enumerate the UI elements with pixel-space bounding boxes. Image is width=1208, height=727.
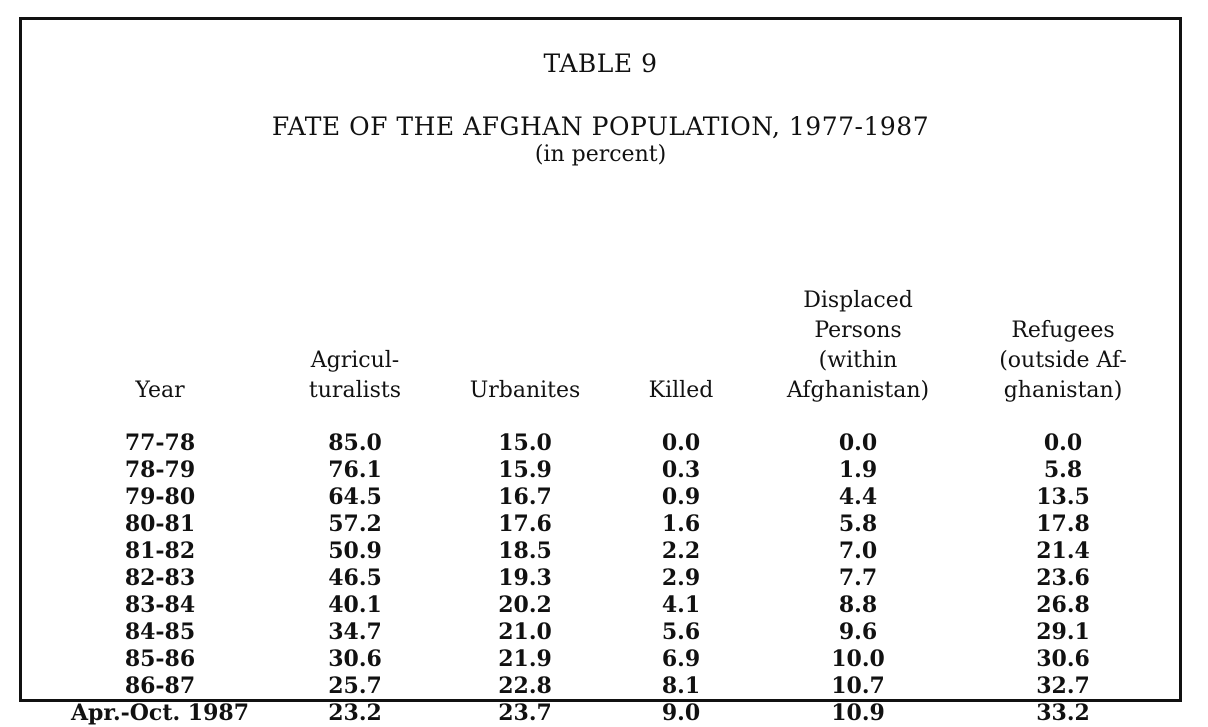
cell-refugees: 26.8	[1036, 592, 1090, 618]
header-displaced-persons: Displaced Persons (within Afghanistan)	[786, 288, 930, 403]
cell-year: 85-86	[124, 646, 196, 672]
header-year: Year	[135, 378, 185, 403]
cell-killed: 0.3	[661, 457, 701, 483]
cell-refugees: 32.7	[1036, 673, 1090, 699]
cell-urbanites: 16.7	[498, 484, 552, 510]
cell-year: Apr.-Oct. 1987	[70, 700, 250, 726]
table-row: 86-87 25.7 22.8 8.1 10.7 32.7	[50, 673, 1162, 700]
cell-refugees: 30.6	[1036, 646, 1090, 672]
table-title: FATE OF THE AFGHAN POPULATION, 1977-1987	[271, 112, 930, 141]
cell-killed: 5.6	[661, 619, 701, 645]
cell-agriculturalists: 85.0	[328, 430, 382, 456]
cell-urbanites: 15.9	[498, 457, 552, 483]
cell-year: 83-84	[124, 592, 196, 618]
table-row: 84-85 34.7 21.0 5.6 9.6 29.1	[50, 619, 1162, 646]
cell-urbanites: 21.0	[498, 619, 552, 645]
cell-refugees: 33.2	[1036, 700, 1090, 726]
table-unit: (in percent)	[534, 142, 667, 167]
table-frame: TABLE 9 FATE OF THE AFGHAN POPULATION, 1…	[19, 17, 1182, 726]
header-agriculturalists: Agricul- turalists	[308, 348, 402, 403]
cell-refugees: 0.0	[1043, 430, 1083, 456]
table-label: TABLE 9	[543, 49, 658, 78]
table-row: 82-83 46.5 19.3 2.9 7.7 23.6	[50, 565, 1162, 592]
cell-urbanites: 19.3	[498, 565, 552, 591]
cell-displaced: 5.8	[838, 511, 878, 537]
cell-refugees: 17.8	[1036, 511, 1090, 537]
cell-year: 84-85	[124, 619, 196, 645]
cell-urbanites: 22.8	[498, 673, 552, 699]
cell-refugees: 29.1	[1036, 619, 1090, 645]
cell-displaced: 9.6	[838, 619, 878, 645]
cell-urbanites: 18.5	[498, 538, 552, 564]
table-row: 80-81 57.2 17.6 1.6 5.8 17.8	[50, 511, 1162, 538]
cell-year: 79-80	[124, 484, 196, 510]
cell-displaced: 1.9	[838, 457, 878, 483]
data-table: Year Agricul- turalists Urbanites Killed…	[50, 190, 1162, 727]
cell-refugees: 21.4	[1036, 538, 1090, 564]
cell-year: 77-78	[124, 430, 196, 456]
cell-year: 82-83	[124, 565, 196, 591]
table-row: 78-79 76.1 15.9 0.3 1.9 5.8	[50, 457, 1162, 484]
cell-killed: 0.9	[661, 484, 701, 510]
cell-urbanites: 15.0	[498, 430, 552, 456]
cell-agriculturalists: 34.7	[328, 619, 382, 645]
cell-agriculturalists: 46.5	[328, 565, 382, 591]
cell-killed: 6.9	[661, 646, 701, 672]
cell-killed: 8.1	[661, 673, 701, 699]
table-row: 83-84 40.1 20.2 4.1 8.8 26.8	[50, 592, 1162, 619]
cell-killed: 4.1	[661, 592, 701, 618]
cell-killed: 2.2	[661, 538, 701, 564]
cell-refugees: 23.6	[1036, 565, 1090, 591]
cell-agriculturalists: 25.7	[328, 673, 382, 699]
cell-agriculturalists: 76.1	[328, 457, 382, 483]
cell-urbanites: 21.9	[498, 646, 552, 672]
cell-displaced: 10.9	[831, 700, 885, 726]
cell-agriculturalists: 50.9	[328, 538, 382, 564]
cell-agriculturalists: 40.1	[328, 592, 382, 618]
header-refugees: Refugees (outside Af- ghanistan)	[999, 318, 1127, 403]
cell-displaced: 4.4	[838, 484, 878, 510]
header-urbanites: Urbanites	[469, 378, 581, 403]
table-row: Apr.-Oct. 1987 23.2 23.7 9.0 10.9 33.2	[50, 700, 1162, 727]
cell-killed: 9.0	[661, 700, 701, 726]
cell-displaced: 10.0	[831, 646, 885, 672]
cell-urbanites: 20.2	[498, 592, 552, 618]
cell-agriculturalists: 64.5	[328, 484, 382, 510]
header-killed: Killed	[648, 378, 714, 403]
table-row: 85-86 30.6 21.9 6.9 10.0 30.6	[50, 646, 1162, 673]
cell-displaced: 8.8	[838, 592, 878, 618]
cell-year: 86-87	[124, 673, 196, 699]
table-row: 77-78 85.0 15.0 0.0 0.0 0.0	[50, 430, 1162, 457]
cell-displaced: 7.7	[838, 565, 878, 591]
cell-urbanites: 17.6	[498, 511, 552, 537]
cell-agriculturalists: 30.6	[328, 646, 382, 672]
table-row: 79-80 64.5 16.7 0.9 4.4 13.5	[50, 484, 1162, 511]
cell-agriculturalists: 23.2	[328, 700, 382, 726]
cell-refugees: 13.5	[1036, 484, 1090, 510]
cell-year: 80-81	[124, 511, 196, 537]
cell-refugees: 5.8	[1043, 457, 1083, 483]
cell-killed: 0.0	[661, 430, 701, 456]
cell-urbanites: 23.7	[498, 700, 552, 726]
cell-year: 78-79	[124, 457, 196, 483]
cell-killed: 2.9	[661, 565, 701, 591]
cell-displaced: 0.0	[838, 430, 878, 456]
header-row: Year Agricul- turalists Urbanites Killed…	[50, 190, 1162, 430]
cell-killed: 1.6	[661, 511, 701, 537]
cell-year: 81-82	[124, 538, 196, 564]
cell-agriculturalists: 57.2	[328, 511, 382, 537]
cell-displaced: 7.0	[838, 538, 878, 564]
cell-displaced: 10.7	[831, 673, 885, 699]
table-row: 81-82 50.9 18.5 2.2 7.0 21.4	[50, 538, 1162, 565]
